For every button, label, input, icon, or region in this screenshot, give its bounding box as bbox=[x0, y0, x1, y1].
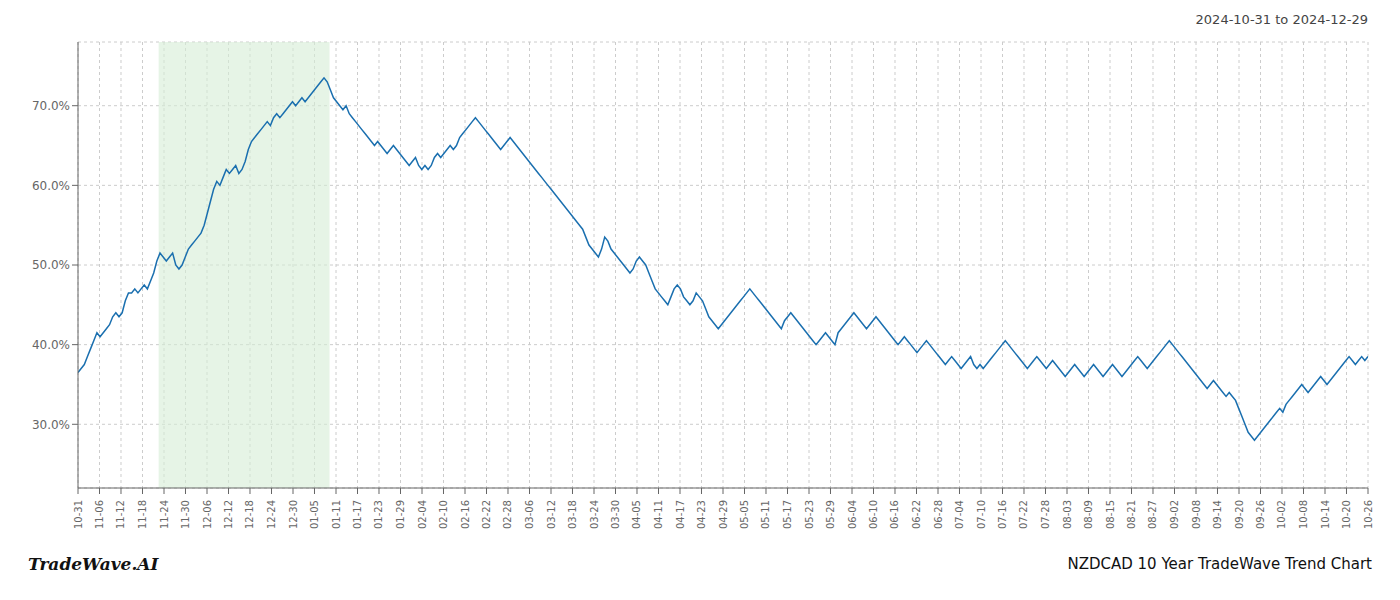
svg-text:07-04: 07-04 bbox=[954, 500, 965, 529]
svg-text:60.0%: 60.0% bbox=[32, 179, 70, 193]
svg-text:05-23: 05-23 bbox=[804, 500, 815, 529]
svg-text:09-02: 09-02 bbox=[1169, 500, 1180, 529]
svg-text:12-30: 12-30 bbox=[288, 500, 299, 529]
svg-text:08-03: 08-03 bbox=[1062, 500, 1073, 529]
svg-text:10-14: 10-14 bbox=[1320, 500, 1331, 529]
svg-text:02-28: 02-28 bbox=[502, 500, 513, 529]
svg-text:02-16: 02-16 bbox=[460, 500, 471, 529]
svg-text:11-30: 11-30 bbox=[180, 500, 191, 529]
svg-text:09-14: 09-14 bbox=[1212, 500, 1223, 529]
svg-text:12-18: 12-18 bbox=[244, 500, 255, 529]
svg-text:03-18: 03-18 bbox=[567, 500, 578, 529]
svg-text:05-11: 05-11 bbox=[760, 500, 771, 529]
svg-text:12-24: 12-24 bbox=[266, 500, 277, 529]
svg-text:09-26: 09-26 bbox=[1255, 500, 1266, 529]
svg-text:11-12: 11-12 bbox=[115, 500, 126, 529]
svg-text:50.0%: 50.0% bbox=[32, 258, 70, 272]
svg-text:01-23: 01-23 bbox=[373, 500, 384, 529]
svg-text:02-10: 02-10 bbox=[438, 500, 449, 529]
svg-text:40.0%: 40.0% bbox=[32, 338, 70, 352]
svg-text:04-17: 04-17 bbox=[675, 500, 686, 529]
svg-text:03-30: 03-30 bbox=[610, 500, 621, 529]
svg-text:04-29: 04-29 bbox=[718, 500, 729, 529]
svg-text:05-05: 05-05 bbox=[739, 500, 750, 529]
svg-text:02-04: 02-04 bbox=[417, 500, 428, 529]
svg-text:06-04: 06-04 bbox=[847, 500, 858, 529]
svg-text:07-22: 07-22 bbox=[1018, 500, 1029, 529]
svg-text:09-08: 09-08 bbox=[1191, 500, 1202, 529]
svg-text:10-20: 10-20 bbox=[1341, 500, 1352, 529]
svg-text:12-12: 12-12 bbox=[223, 500, 234, 529]
svg-text:01-29: 01-29 bbox=[395, 500, 406, 529]
svg-text:09-20: 09-20 bbox=[1234, 500, 1245, 529]
svg-text:03-06: 03-06 bbox=[524, 500, 535, 529]
svg-text:30.0%: 30.0% bbox=[32, 418, 70, 432]
svg-text:04-05: 04-05 bbox=[631, 500, 642, 529]
svg-text:06-28: 06-28 bbox=[933, 500, 944, 529]
svg-text:70.0%: 70.0% bbox=[32, 99, 70, 113]
svg-text:11-06: 11-06 bbox=[94, 500, 105, 529]
svg-text:10-26: 10-26 bbox=[1363, 500, 1374, 529]
svg-text:02-22: 02-22 bbox=[481, 500, 492, 529]
svg-text:01-05: 01-05 bbox=[309, 500, 320, 529]
svg-text:08-09: 08-09 bbox=[1083, 500, 1094, 529]
svg-text:07-16: 07-16 bbox=[997, 500, 1008, 529]
html-text:TradeWave.AI: TradeWave.AI bbox=[28, 554, 159, 574]
svg-text:03-24: 03-24 bbox=[589, 500, 600, 529]
svg-text:10-31: 10-31 bbox=[73, 500, 84, 529]
svg-text:11-18: 11-18 bbox=[137, 500, 148, 529]
svg-text:10-08: 10-08 bbox=[1298, 500, 1309, 529]
svg-text:08-15: 08-15 bbox=[1105, 500, 1116, 529]
svg-text:06-16: 06-16 bbox=[889, 500, 900, 529]
svg-text:03-12: 03-12 bbox=[546, 500, 557, 529]
svg-text:01-11: 01-11 bbox=[331, 500, 342, 529]
svg-text:05-29: 05-29 bbox=[825, 500, 836, 529]
svg-text:11-24: 11-24 bbox=[159, 500, 170, 529]
svg-text:01-17: 01-17 bbox=[352, 500, 363, 529]
html-text:NZDCAD 10 Year TradeWave Trend: NZDCAD 10 Year TradeWave Trend Chart bbox=[1067, 555, 1372, 573]
svg-text:04-23: 04-23 bbox=[696, 500, 707, 529]
svg-text:08-21: 08-21 bbox=[1126, 500, 1137, 529]
svg-text:08-27: 08-27 bbox=[1147, 500, 1158, 529]
svg-text:06-10: 06-10 bbox=[868, 500, 879, 529]
svg-text:12-06: 12-06 bbox=[202, 500, 213, 529]
svg-text:04-11: 04-11 bbox=[653, 500, 664, 529]
html-text:2024-10-31 to 2024-12-29: 2024-10-31 to 2024-12-29 bbox=[1195, 12, 1368, 27]
svg-text:06-22: 06-22 bbox=[911, 500, 922, 529]
svg-text:05-17: 05-17 bbox=[782, 500, 793, 529]
svg-text:07-10: 07-10 bbox=[976, 500, 987, 529]
svg-text:07-28: 07-28 bbox=[1040, 500, 1051, 529]
svg-text:10-02: 10-02 bbox=[1276, 500, 1287, 529]
